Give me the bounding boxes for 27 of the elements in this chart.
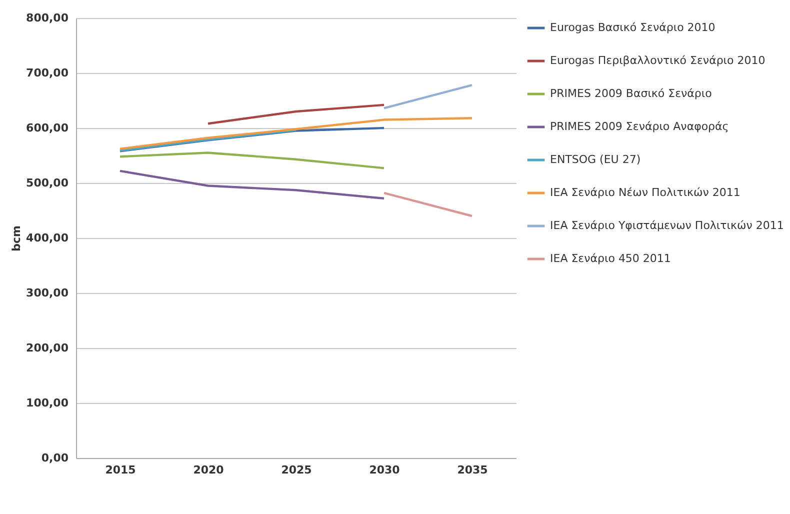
y-axis-title: bcm — [10, 226, 24, 252]
line-series — [118, 117, 474, 150]
x-tick-label: 2025 — [281, 464, 312, 476]
y-tick-label: 500,00 — [26, 176, 69, 190]
x-tick-label: 2035 — [457, 464, 488, 476]
y-tick-label: 100,00 — [26, 396, 69, 410]
legend-label: ENTSOG (EU 27) — [550, 153, 641, 166]
legend-label: IEA Σενάριο Νέων Πολιτικών 2011 — [550, 186, 740, 199]
y-tick-label: 300,00 — [26, 286, 69, 300]
line-series — [118, 152, 386, 170]
line-series — [118, 126, 386, 152]
legend-label: IEA Σενάριο Υφιστάμενων Πολιτικών 2011 — [550, 219, 784, 232]
y-tick-label: 400,00 — [26, 232, 69, 244]
legend-label: PRIMES 2009 Σενάριο Αναφοράς — [550, 120, 729, 133]
y-tick-label: 700,00 — [26, 66, 69, 80]
legend-label: Eurogas Περιβαλλοντικό Σενάριο 2010 — [550, 54, 766, 67]
legend-label: IEA Σενάριο 450 2011 — [550, 252, 671, 265]
x-tick-label: 2020 — [193, 464, 224, 476]
legend-label: PRIMES 2009 Βασικό Σενάριο — [550, 87, 712, 100]
y-tick-label: 600,00 — [26, 122, 69, 134]
legend-label: Eurogas Βασικό Σενάριο 2010 — [550, 21, 716, 34]
y-tick-label: 800,00 — [26, 12, 69, 24]
y-tick-label: 0,00 — [41, 452, 69, 464]
line-series — [118, 170, 386, 200]
x-tick-label: 2030 — [369, 464, 400, 476]
x-tick-label: 2015 — [105, 464, 136, 476]
y-tick-label: 200,00 — [26, 342, 69, 354]
